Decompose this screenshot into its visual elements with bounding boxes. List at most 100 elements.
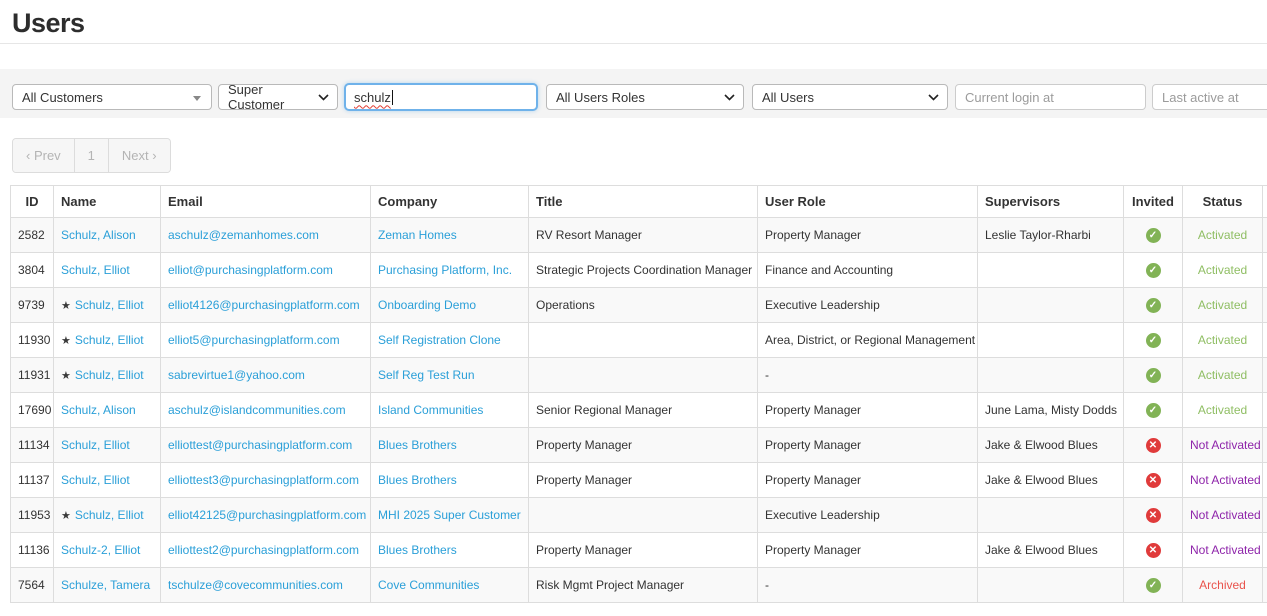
company-link[interactable]: MHI 2025 Super Customer	[378, 508, 521, 522]
user-role-cell: Executive Leadership	[758, 288, 978, 323]
company-link[interactable]: Self Registration Clone	[378, 333, 501, 347]
company-link[interactable]: Onboarding Demo	[378, 298, 476, 312]
status-badge: Activated	[1198, 333, 1247, 347]
user-email-link[interactable]: elliottest@purchasingplatform.com	[168, 438, 352, 452]
page-number-button[interactable]: 1	[74, 139, 108, 172]
user-email-link[interactable]: elliot@purchasingplatform.com	[168, 263, 333, 277]
company-link[interactable]: Blues Brothers	[378, 473, 457, 487]
user-email-link[interactable]: elliot5@purchasingplatform.com	[168, 333, 340, 347]
table-row: 11137Schulz, Elliotelliottest3@purchasin…	[11, 463, 1267, 498]
user-id-cell: 11931	[11, 358, 54, 393]
supervisors-cell: Jake & Elwood Blues	[978, 533, 1124, 568]
user-email-cell: elliottest@purchasingplatform.com	[161, 428, 371, 463]
filter-bar: All Customers Super Customer schulz All …	[0, 69, 1267, 118]
company-cell: Onboarding Demo	[371, 288, 529, 323]
table-row: 11134 Schulz, Elliot elliottest@purchasing…	[11, 428, 1267, 463]
user-role-cell: Property Manager	[758, 393, 978, 428]
supervisors-cell	[978, 288, 1124, 323]
status-badge: Activated	[1198, 368, 1247, 382]
user-name-link[interactable]: Schulz, Elliot	[61, 263, 130, 277]
column-header-user-role: User Role	[758, 186, 978, 218]
user-scope-select[interactable]: All Users	[752, 84, 948, 110]
user-email-link[interactable]: elliot42125@purchasingplatform.com	[168, 508, 366, 522]
company-link[interactable]: Self Reg Test Run	[378, 368, 475, 382]
user-name-link[interactable]: Schulz-2, Elliot	[61, 543, 140, 557]
user-roles-value: All Users Roles	[556, 90, 645, 105]
user-name-link[interactable]: Schulz, Alison	[61, 403, 136, 417]
user-name-link[interactable]: Schulz, Elliot	[75, 508, 144, 522]
user-name-cell: Schulz, Alison	[54, 218, 161, 253]
user-email-link[interactable]: elliot4126@purchasingplatform.com	[168, 298, 360, 312]
company-cell: Blues Brothers	[371, 428, 529, 463]
star-icon: ★	[61, 510, 71, 522]
user-email-cell: elliottest3@purchasingplatform.com	[161, 463, 371, 498]
user-name-link[interactable]: Schulz, Elliot	[75, 298, 144, 312]
table-row: 11136 Schulz-2, Elliot elliottest2@purchas…	[11, 533, 1267, 568]
cutoff-cell	[1263, 393, 1267, 428]
column-header-invited: Invited	[1124, 186, 1183, 218]
user-role-cell: -	[758, 568, 978, 603]
customer-filter-dropdown[interactable]: All Customers	[12, 84, 212, 110]
next-page-button[interactable]: Next ›	[108, 139, 170, 172]
invited-cell: ✓	[1124, 323, 1183, 358]
user-email-link[interactable]: aschulz@zemanhomes.com	[168, 228, 319, 242]
column-header-id: ID	[11, 186, 54, 218]
table-row: 11953★Schulz, Elliotelliot42125@purchasi…	[11, 498, 1267, 533]
user-name-link[interactable]: Schulze, Tamera	[61, 578, 150, 592]
users-table-body: 2582Schulz, Alisonaschulz@zemanhomes.com…	[11, 218, 1267, 603]
table-row: 7564Schulze, Tameratschulze@covecommunit…	[11, 568, 1267, 603]
company-cell: Zeman Homes	[371, 218, 529, 253]
user-id-cell: 17690	[11, 393, 54, 428]
pagination: ‹ Prev 1 Next ›	[12, 138, 171, 173]
user-name-cell: Schulz, Elliot	[54, 463, 161, 498]
search-input[interactable]: schulz	[344, 83, 538, 111]
user-email-link[interactable]: aschulz@islandcommunities.com	[168, 403, 346, 417]
company-link[interactable]: Island Communities	[378, 403, 483, 417]
current-login-at-input[interactable]	[955, 84, 1146, 110]
user-email-link[interactable]: sabrevirtue1@yahoo.com	[168, 368, 305, 382]
status-cell: Not Activated	[1183, 498, 1263, 533]
company-link[interactable]: Purchasing Platform, Inc.	[378, 263, 512, 277]
title-cell	[529, 498, 758, 533]
user-email-cell: aschulz@islandcommunities.com	[161, 393, 371, 428]
company-cell: Purchasing Platform, Inc.	[371, 253, 529, 288]
company-link[interactable]: Zeman Homes	[378, 228, 457, 242]
supervisors-cell	[978, 253, 1124, 288]
status-badge: Not Activated	[1190, 543, 1261, 557]
user-email-link[interactable]: tschulze@covecommunities.com	[168, 578, 343, 592]
user-name-link[interactable]: Schulz, Elliot	[75, 333, 144, 347]
user-email-cell: sabrevirtue1@yahoo.com	[161, 358, 371, 393]
invited-check-icon: ✓	[1146, 298, 1161, 313]
user-role-cell: Area, District, or Regional Management	[758, 323, 978, 358]
customer-type-select[interactable]: Super Customer	[218, 84, 338, 110]
company-link[interactable]: Blues Brothers	[378, 543, 457, 557]
status-cell: Activated	[1183, 393, 1263, 428]
prev-page-button[interactable]: ‹ Prev	[13, 139, 74, 172]
table-row: 3804Schulz, Elliotelliot@purchasingplatf…	[11, 253, 1267, 288]
user-id-cell: 11136	[11, 533, 54, 568]
last-active-at-input[interactable]	[1152, 84, 1267, 110]
user-name-link[interactable]: Schulz, Elliot	[61, 438, 130, 452]
user-email-cell: aschulz@zemanhomes.com	[161, 218, 371, 253]
user-roles-select[interactable]: All Users Roles	[546, 84, 744, 110]
user-email-link[interactable]: elliottest2@purchasingplatform.com	[168, 543, 359, 557]
user-name-link[interactable]: Schulz, Alison	[61, 228, 136, 242]
invited-check-icon: ✓	[1146, 578, 1161, 593]
user-name-link[interactable]: Schulz, Elliot	[75, 368, 144, 382]
status-cell: Not Activated	[1183, 463, 1263, 498]
user-email-link[interactable]: elliottest3@purchasingplatform.com	[168, 473, 359, 487]
user-name-cell: Schulz, Alison	[54, 393, 161, 428]
table-row: 11930★Schulz, Elliotelliot5@purchasingpl…	[11, 323, 1267, 358]
company-link[interactable]: Cove Communities	[378, 578, 479, 592]
user-email-cell: elliot5@purchasingplatform.com	[161, 323, 371, 358]
chevron-down-icon	[318, 94, 329, 101]
star-icon: ★	[61, 370, 71, 382]
company-link[interactable]: Blues Brothers	[378, 438, 457, 452]
status-cell: Not Activated	[1183, 533, 1263, 568]
user-role-cell: Property Manager	[758, 533, 978, 568]
invited-cell: ✓	[1124, 253, 1183, 288]
user-id-cell: 11134	[11, 428, 54, 463]
user-name-link[interactable]: Schulz, Elliot	[61, 473, 130, 487]
user-email-cell: elliot42125@purchasingplatform.com	[161, 498, 371, 533]
status-cell: Activated	[1183, 288, 1263, 323]
